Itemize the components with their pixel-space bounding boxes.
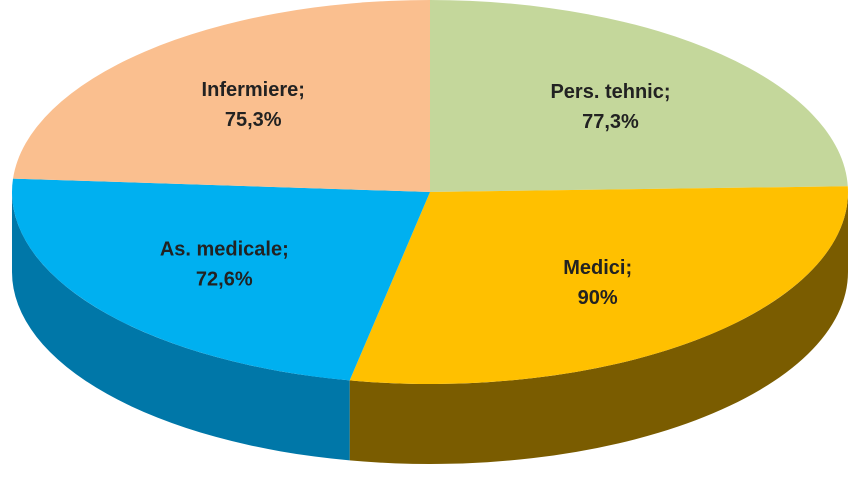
slice-label: Pers. tehnic; [550,81,670,103]
value-label: 75,3% [225,109,282,131]
value-label: 90% [578,287,618,309]
value-label: 77,3% [582,111,639,133]
slice [349,186,848,385]
slice-side [349,192,848,465]
slice [430,0,848,192]
slice-label: Medici; [563,257,632,279]
slice [11,178,431,381]
slice-side [12,192,350,461]
slice-label: As. medicale; [160,239,289,261]
slice [13,0,430,192]
slice-label: Infermiere; [202,79,305,101]
value-label: 72,6% [196,269,253,291]
